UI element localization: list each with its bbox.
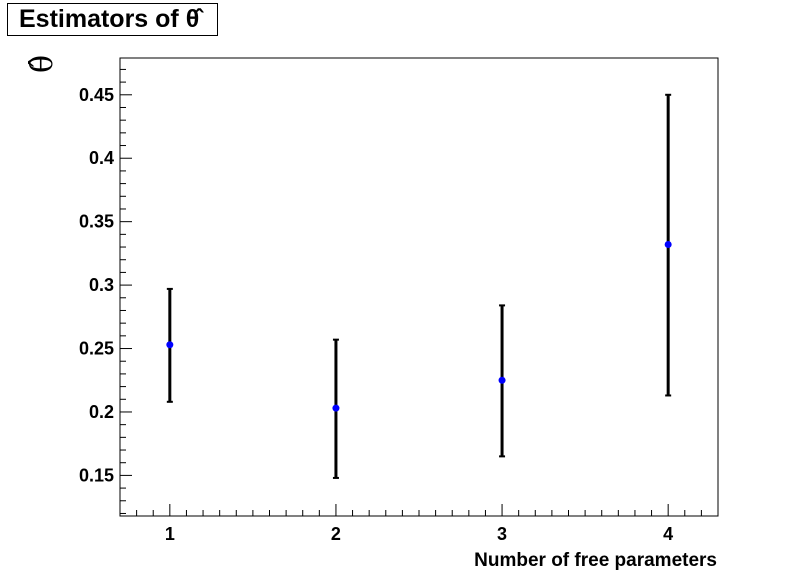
y-tick-label: 0.35 <box>79 212 114 232</box>
y-tick-label: 0.45 <box>79 85 114 105</box>
chart-title: Estimators of θ̂ <box>7 3 218 36</box>
data-point <box>664 240 672 248</box>
data-series <box>166 93 672 479</box>
data-point <box>332 404 340 412</box>
plot-frame <box>119 57 719 517</box>
y-tick-label: 0.3 <box>89 275 114 295</box>
x-tick-label: 3 <box>497 524 507 544</box>
x-tick-label: 2 <box>331 524 341 544</box>
x-tick-label: 1 <box>165 524 175 544</box>
y-tick-label: 0.2 <box>89 402 114 422</box>
data-point <box>166 341 174 349</box>
y-tick-label: 0.15 <box>79 465 114 485</box>
y-tick-label: 0.4 <box>89 148 114 168</box>
x-tick-label: 4 <box>663 524 673 544</box>
x-axis-title: Number of free parameters <box>474 550 717 571</box>
x-axis: 1 2 3 4 <box>119 504 719 544</box>
y-axis: 0.15 0.2 0.25 0.3 0.35 0.4 0.45 <box>79 68 132 514</box>
y-axis-title: θ̂ <box>25 55 60 73</box>
y-tick-label: 0.25 <box>79 339 114 359</box>
data-point <box>498 376 506 384</box>
